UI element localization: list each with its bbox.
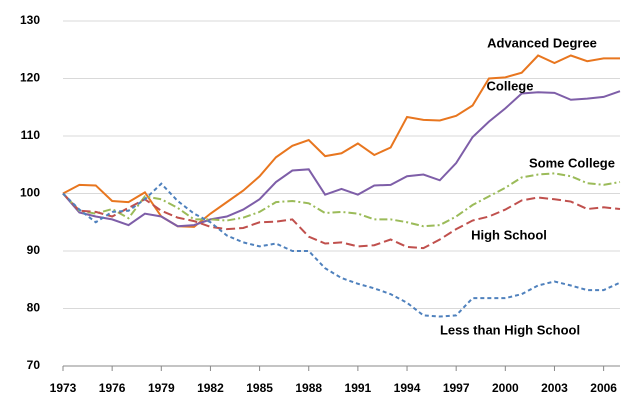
x-tick-label: 1982: [197, 381, 224, 395]
y-tick-label: 120: [20, 71, 40, 85]
series-label: Advanced Degree: [487, 35, 597, 50]
series-line: [62, 172, 621, 228]
series-line: [62, 90, 621, 228]
x-tick-label: 1994: [394, 381, 421, 395]
series-label: High School: [471, 227, 547, 242]
series-line: [62, 54, 620, 228]
series-label: College: [487, 78, 534, 93]
y-tick-label: 80: [27, 301, 41, 315]
x-tick-label: 1991: [345, 381, 372, 395]
series-line: [62, 192, 621, 250]
y-tick-label: 70: [27, 358, 41, 372]
y-tick-label: 130: [20, 13, 40, 27]
x-tick-label: 2006: [590, 381, 617, 395]
series-label: Some College: [529, 155, 615, 170]
x-tick-label: 1976: [99, 381, 126, 395]
x-tick-label: 1973: [50, 381, 77, 395]
x-tick-label: 2003: [541, 381, 568, 395]
y-tick-label: 90: [27, 243, 41, 257]
y-tick-label: 110: [21, 128, 41, 142]
y-tick-label: 100: [20, 186, 40, 200]
x-tick-label: 1997: [443, 381, 470, 395]
x-tick-label: 1985: [246, 381, 273, 395]
x-tick-label: 1988: [295, 381, 322, 395]
series-label: Less than High School: [440, 322, 580, 337]
series-line: [62, 182, 621, 318]
x-tick-label: 2000: [492, 381, 519, 395]
x-tick-label: 1979: [148, 381, 175, 395]
